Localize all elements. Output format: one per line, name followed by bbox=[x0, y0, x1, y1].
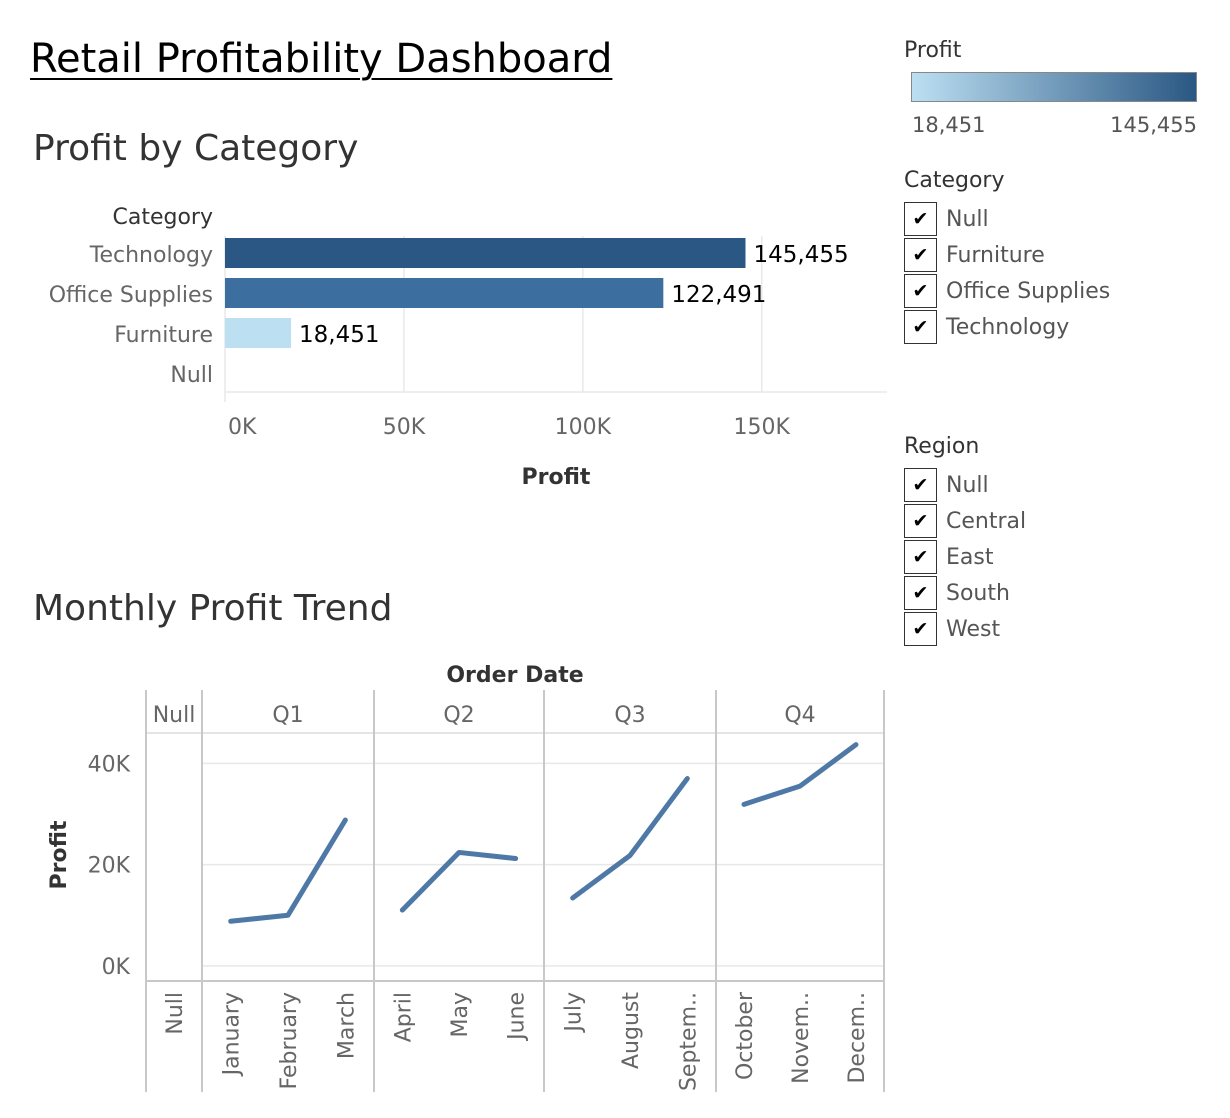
month-tick-label: May bbox=[448, 992, 473, 1037]
line-chart-title: Monthly Profit Trend bbox=[33, 588, 393, 629]
category-tick-label: Furniture bbox=[114, 323, 213, 348]
y-tick-label: 40K bbox=[88, 752, 131, 777]
region-filter-item-null[interactable]: ✔ Null bbox=[904, 467, 1026, 503]
profit-color-gradient[interactable] bbox=[911, 72, 1197, 102]
month-tick-label: February bbox=[277, 992, 302, 1090]
category-filter-title: Category bbox=[904, 168, 1005, 193]
bar-value-label: 122,491 bbox=[671, 282, 766, 308]
filter-item-label: Null bbox=[946, 472, 989, 498]
profit-legend-max: 145,455 bbox=[1110, 113, 1197, 137]
region-filter: ✔ Null ✔ Central ✔ East ✔ South ✔ West bbox=[904, 467, 1026, 647]
quarter-header: Q1 bbox=[272, 703, 303, 728]
category-tick-label: Null bbox=[170, 363, 213, 388]
checkbox-checked-icon[interactable]: ✔ bbox=[904, 576, 937, 610]
filter-item-label: Null bbox=[946, 206, 989, 232]
filter-item-label: East bbox=[946, 544, 994, 570]
month-tick-label: January bbox=[220, 992, 245, 1077]
category-filter-item-furniture[interactable]: ✔ Furniture bbox=[904, 237, 1110, 273]
checkbox-checked-icon[interactable]: ✔ bbox=[904, 540, 937, 574]
checkbox-checked-icon[interactable]: ✔ bbox=[904, 202, 937, 236]
row-header-category: Category bbox=[113, 205, 214, 230]
month-tick-label: Null bbox=[163, 992, 188, 1035]
region-filter-title: Region bbox=[904, 434, 980, 459]
region-filter-item-west[interactable]: ✔ West bbox=[904, 611, 1026, 647]
category-tick-label: Technology bbox=[89, 243, 213, 268]
x-tick-label: 100K bbox=[555, 415, 612, 440]
y-axis-title: Profit bbox=[47, 820, 72, 889]
bar-value-label: 18,451 bbox=[299, 322, 379, 348]
x-tick-label: 0K bbox=[228, 415, 257, 440]
quarter-header: Q4 bbox=[784, 703, 815, 728]
profit-by-category-chart: Category Technology 145,455 Office Supplies… bbox=[49, 205, 887, 490]
x-axis-title: Profit bbox=[522, 465, 591, 490]
month-tick-label: Septem.. bbox=[676, 992, 701, 1091]
column-header-order-date: Order Date bbox=[446, 663, 583, 688]
checkbox-checked-icon[interactable]: ✔ bbox=[904, 612, 937, 646]
month-tick-label: April bbox=[391, 992, 416, 1042]
y-tick-label: 20K bbox=[88, 854, 131, 879]
category-tick-label: Office Supplies bbox=[49, 283, 213, 308]
checkbox-checked-icon[interactable]: ✔ bbox=[904, 504, 937, 538]
bar-value-label: 145,455 bbox=[753, 242, 848, 268]
bar bbox=[225, 278, 664, 308]
checkbox-checked-icon[interactable]: ✔ bbox=[904, 468, 937, 502]
category-filter-item-null[interactable]: ✔ Null bbox=[904, 201, 1110, 237]
bar-chart-title: Profit by Category bbox=[33, 128, 359, 169]
region-filter-item-central[interactable]: ✔ Central bbox=[904, 503, 1026, 539]
month-tick-label: June bbox=[505, 992, 530, 1042]
filter-item-label: Furniture bbox=[946, 242, 1045, 268]
checkbox-checked-icon[interactable]: ✔ bbox=[904, 274, 937, 308]
y-tick-label: 0K bbox=[102, 955, 131, 980]
series-line bbox=[399, 849, 519, 913]
month-tick-label: March bbox=[334, 992, 359, 1059]
filter-item-label: Central bbox=[946, 508, 1027, 534]
monthly-profit-trend-chart: Order Date 0K 20K 40K Profit Null Null Q1 Januar… bbox=[47, 663, 885, 1092]
quarter-header: Q2 bbox=[443, 703, 474, 728]
region-filter-item-south[interactable]: ✔ South bbox=[904, 575, 1026, 611]
bar bbox=[225, 318, 292, 348]
filter-item-label: Office Supplies bbox=[946, 278, 1111, 304]
quarter-header: Q3 bbox=[614, 703, 645, 728]
quarter-header: Null bbox=[153, 703, 196, 728]
series-line bbox=[228, 817, 348, 924]
category-filter: ✔ Null ✔ Furniture ✔ Office Supplies ✔ T… bbox=[904, 201, 1110, 345]
filter-item-label: West bbox=[946, 616, 1001, 642]
checkbox-checked-icon[interactable]: ✔ bbox=[904, 310, 937, 344]
category-filter-item-office-supplies[interactable]: ✔ Office Supplies bbox=[904, 273, 1110, 309]
series-line bbox=[570, 776, 690, 901]
profit-legend-title: Profit bbox=[904, 38, 962, 63]
month-tick-label: August bbox=[619, 992, 644, 1069]
x-tick-label: 50K bbox=[383, 415, 426, 440]
checkbox-checked-icon[interactable]: ✔ bbox=[904, 238, 937, 272]
series-line bbox=[741, 742, 859, 807]
month-tick-label: Decem.. bbox=[845, 992, 870, 1084]
month-tick-label: Novem.. bbox=[789, 992, 814, 1084]
filter-item-label: South bbox=[946, 580, 1010, 606]
dashboard-title: Retail Profitability Dashboard bbox=[30, 36, 613, 82]
x-tick-label: 150K bbox=[734, 415, 791, 440]
region-filter-item-east[interactable]: ✔ East bbox=[904, 539, 1026, 575]
filter-item-label: Technology bbox=[946, 314, 1070, 340]
bar bbox=[225, 238, 746, 268]
profit-legend-min: 18,451 bbox=[912, 113, 986, 137]
month-tick-label: July bbox=[562, 992, 587, 1034]
month-tick-label: October bbox=[733, 991, 758, 1080]
category-filter-item-technology[interactable]: ✔ Technology bbox=[904, 309, 1110, 345]
